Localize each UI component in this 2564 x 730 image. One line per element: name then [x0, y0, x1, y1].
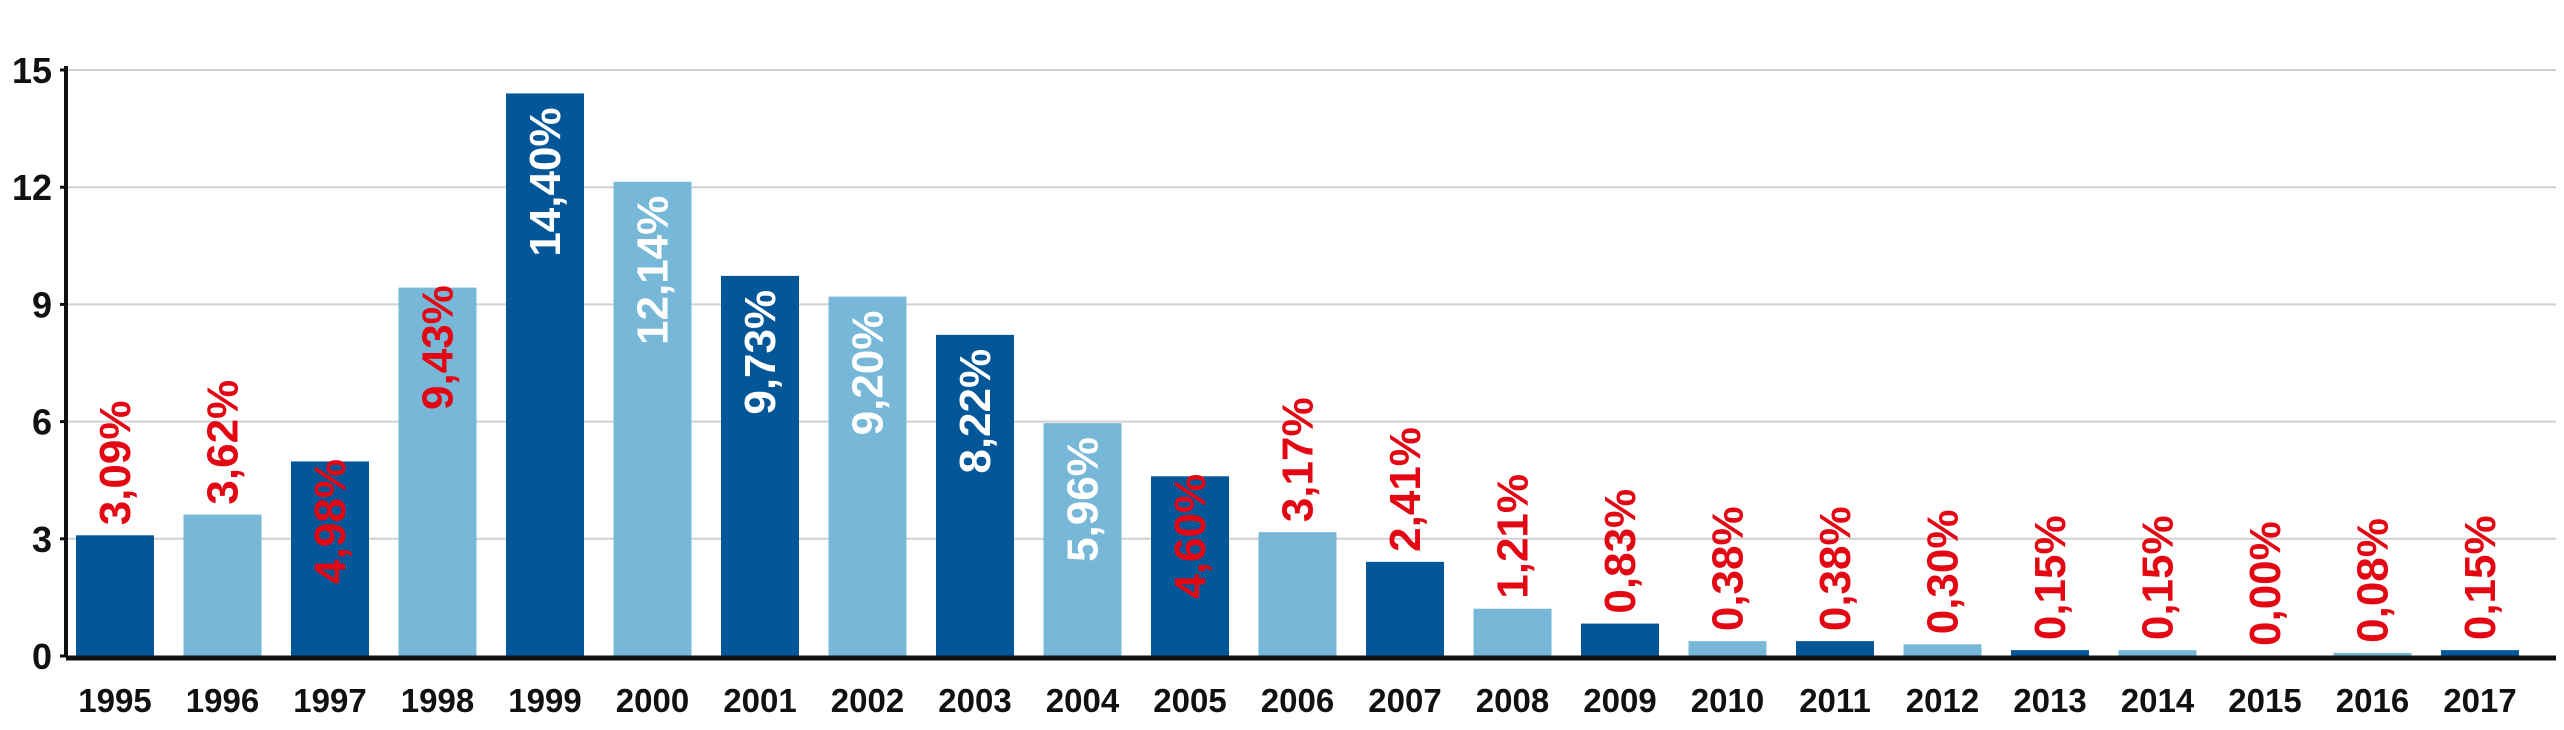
bar-1996	[183, 514, 262, 656]
value-label-1995: 3,09%	[91, 401, 140, 526]
x-tick-label-2007: 2007	[1368, 682, 1441, 719]
x-tick-label-2008: 2008	[1476, 682, 1549, 719]
x-tick-label-1997: 1997	[293, 682, 366, 719]
x-tick-label-2003: 2003	[938, 682, 1011, 719]
value-label-2017: 0,15%	[2456, 515, 2505, 640]
x-tick-labels: 1995 1996 1997 1998 1999 2000 2001 2002 2003 2004…	[78, 682, 2516, 719]
y-tick-labels: 0 3 6 9 12 15	[12, 50, 52, 677]
value-label-2000: 12,14%	[629, 196, 678, 345]
bar-1999	[506, 93, 584, 656]
x-tick-label-2006: 2006	[1261, 682, 1334, 719]
bar-1997	[291, 461, 369, 656]
value-label-1999: 14,40%	[521, 107, 570, 256]
value-label-2010: 0,38%	[1704, 506, 1753, 631]
bar-2014	[2118, 650, 2197, 656]
bar-2000	[613, 181, 692, 657]
bar-2007	[1366, 561, 1444, 656]
bar-2013	[2011, 650, 2089, 656]
value-label-2005: 4,60%	[1166, 474, 1215, 599]
x-tick-label-2011: 2011	[1799, 682, 1871, 719]
x-tick-label-1998: 1998	[401, 682, 474, 719]
bar-2011	[1796, 641, 1874, 656]
x-tick-label-2001: 2001	[723, 682, 796, 719]
bar-2008	[1473, 608, 1552, 656]
bar-2002	[828, 296, 907, 656]
x-tick-label-2012: 2012	[1906, 682, 1979, 719]
bar-2012	[1903, 644, 1982, 656]
x-tick-label-2015: 2015	[2228, 682, 2301, 719]
value-label-1997: 4,98%	[306, 459, 355, 584]
value-label-2004: 5,96%	[1059, 437, 1108, 562]
value-label-2002: 9,20%	[844, 311, 893, 436]
x-tick-label-2005: 2005	[1153, 682, 1226, 719]
value-label-2009: 0,83%	[1596, 489, 1645, 614]
value-label-2011: 0,38%	[1811, 506, 1860, 631]
x-tick-label-2014: 2014	[2121, 682, 2195, 719]
y-tick-label: 3	[32, 519, 52, 560]
y-tick-label: 12	[12, 167, 52, 208]
x-tick-label-2016: 2016	[2336, 682, 2409, 719]
value-label-2007: 2,41%	[1381, 427, 1430, 552]
value-label-2001: 9,73%	[736, 290, 785, 415]
bar-1995	[76, 535, 154, 656]
bar-2006	[1258, 532, 1337, 656]
value-label-2015: 0,00%	[2241, 521, 2290, 646]
bar-1998	[398, 287, 477, 656]
x-tick-label-1995: 1995	[78, 682, 151, 719]
value-label-1998: 9,43%	[414, 285, 463, 410]
value-labels: 3,09% 3,62% 4,98% 9,43% 14,40% 12,14% 9,73% 9,2…	[91, 107, 2505, 646]
y-tick-label: 0	[32, 636, 52, 677]
value-label-2003: 8,22%	[951, 349, 1000, 474]
bar-2009	[1581, 623, 1659, 656]
bar-2001	[721, 275, 799, 656]
x-tick-label-2017: 2017	[2443, 682, 2516, 719]
y-tick-label: 9	[32, 284, 52, 325]
value-label-2008: 1,21%	[1489, 474, 1538, 599]
x-tick-label-2013: 2013	[2013, 682, 2086, 719]
x-tick-label-1996: 1996	[186, 682, 259, 719]
x-tick-label-2004: 2004	[1046, 682, 1120, 719]
value-label-2013: 0,15%	[2026, 515, 2075, 640]
y-tick-label: 15	[12, 50, 52, 91]
x-tick-label-1999: 1999	[508, 682, 581, 719]
value-label-2014: 0,15%	[2134, 515, 2183, 640]
x-tick-label-2000: 2000	[616, 682, 689, 719]
x-tick-label-2010: 2010	[1691, 682, 1764, 719]
bar-2017	[2441, 650, 2519, 656]
x-tick-label-2002: 2002	[831, 682, 904, 719]
value-label-2006: 3,17%	[1274, 397, 1323, 522]
grid-lines	[66, 69, 2556, 540]
y-tick-label: 6	[32, 402, 52, 443]
axes	[60, 66, 2556, 661]
bar-2004	[1043, 423, 1122, 656]
value-label-1996: 3,62%	[199, 380, 248, 505]
value-label-2016: 0,08%	[2349, 518, 2398, 643]
bar-2016	[2333, 652, 2412, 656]
x-tick-label-2009: 2009	[1583, 682, 1656, 719]
bar-2005	[1151, 476, 1229, 656]
bars	[76, 93, 2519, 657]
value-label-2012: 0,30%	[1919, 510, 1968, 635]
bar-2003	[936, 334, 1014, 656]
bar-2010	[1688, 641, 1767, 656]
